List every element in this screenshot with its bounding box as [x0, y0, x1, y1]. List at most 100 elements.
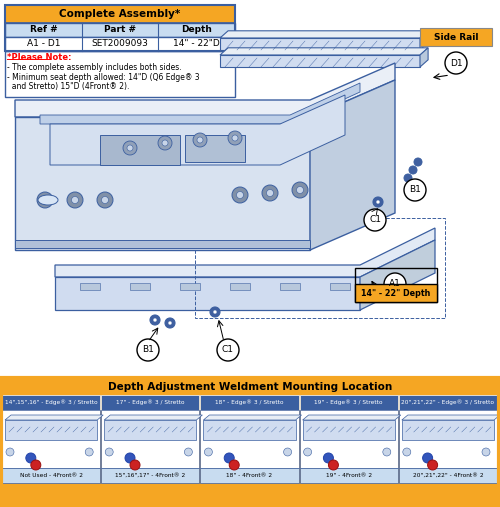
Text: Complete Assembly*: Complete Assembly*: [60, 9, 180, 19]
Circle shape: [409, 166, 417, 174]
Text: *Please Note:: *Please Note:: [7, 54, 71, 62]
Circle shape: [383, 448, 391, 456]
Circle shape: [85, 448, 93, 456]
Circle shape: [296, 187, 304, 194]
Bar: [5, 23, 235, 37]
Polygon shape: [302, 420, 395, 440]
Polygon shape: [204, 420, 296, 440]
Text: C1: C1: [369, 215, 381, 225]
Circle shape: [105, 448, 113, 456]
Polygon shape: [220, 38, 420, 50]
Text: A1 - D1: A1 - D1: [27, 40, 60, 49]
Circle shape: [26, 453, 36, 463]
Polygon shape: [5, 420, 97, 440]
Text: 14" - 22" Depth: 14" - 22" Depth: [362, 288, 430, 298]
Bar: [180, 283, 200, 290]
Circle shape: [364, 209, 386, 231]
Ellipse shape: [38, 195, 58, 205]
Circle shape: [376, 200, 380, 204]
Circle shape: [162, 140, 168, 146]
Polygon shape: [40, 83, 360, 124]
Text: 18" - Edge® 3 / Stretto: 18" - Edge® 3 / Stretto: [215, 400, 284, 405]
Bar: [80, 283, 100, 290]
Bar: [200, 468, 298, 483]
Circle shape: [130, 460, 140, 470]
Polygon shape: [104, 415, 202, 420]
Bar: [355, 284, 437, 302]
Text: 15",16",17" - 4Front® 2: 15",16",17" - 4Front® 2: [115, 473, 186, 478]
Polygon shape: [310, 80, 395, 250]
Bar: [130, 283, 150, 290]
Text: Side Rail: Side Rail: [434, 32, 478, 42]
Bar: [15, 240, 310, 248]
Circle shape: [304, 448, 312, 456]
Circle shape: [482, 448, 490, 456]
Circle shape: [232, 187, 248, 203]
Text: C1: C1: [222, 345, 234, 354]
Text: 19" - 4Front® 2: 19" - 4Front® 2: [326, 473, 372, 478]
Bar: [280, 283, 300, 290]
Circle shape: [229, 460, 239, 470]
Circle shape: [266, 190, 274, 197]
Bar: [5, 5, 235, 23]
Text: and Stretto) 15"D (4Front® 2).: and Stretto) 15"D (4Front® 2).: [7, 82, 130, 91]
Circle shape: [213, 310, 217, 314]
Bar: [300, 410, 398, 468]
Circle shape: [262, 185, 278, 201]
Circle shape: [165, 318, 175, 328]
Bar: [2, 410, 100, 468]
Bar: [200, 410, 298, 468]
Text: - Minimum seat depth allowed: 14"D (Q6 Edge® 3: - Minimum seat depth allowed: 14"D (Q6 E…: [7, 73, 200, 82]
Bar: [101, 468, 200, 483]
Circle shape: [384, 273, 406, 295]
Text: Depth: Depth: [181, 25, 212, 34]
Text: 20",21",22" - Edge® 3 / Stretto: 20",21",22" - Edge® 3 / Stretto: [402, 400, 494, 405]
Text: Part #: Part #: [104, 25, 136, 34]
Circle shape: [125, 453, 135, 463]
Text: 17" - Edge® 3 / Stretto: 17" - Edge® 3 / Stretto: [116, 400, 184, 405]
Bar: [2, 395, 100, 410]
Bar: [101, 410, 200, 468]
Bar: [5, 5, 235, 51]
Polygon shape: [15, 117, 310, 250]
Bar: [399, 410, 497, 468]
Circle shape: [414, 158, 422, 166]
Polygon shape: [402, 415, 500, 420]
Bar: [101, 395, 200, 410]
Polygon shape: [220, 55, 420, 67]
Text: 20",21",22" - 4Front® 2: 20",21",22" - 4Front® 2: [412, 473, 483, 478]
Circle shape: [422, 453, 432, 463]
Circle shape: [184, 448, 192, 456]
Circle shape: [224, 453, 234, 463]
Circle shape: [232, 135, 238, 141]
Circle shape: [204, 448, 212, 456]
Bar: [1, 378, 499, 507]
Circle shape: [72, 197, 78, 203]
Text: 18" - 4Front® 2: 18" - 4Front® 2: [226, 473, 272, 478]
Circle shape: [404, 179, 426, 201]
Circle shape: [428, 460, 438, 470]
Circle shape: [102, 197, 108, 203]
Circle shape: [158, 136, 172, 150]
Circle shape: [153, 318, 157, 322]
Circle shape: [197, 137, 203, 143]
Circle shape: [236, 192, 244, 199]
Polygon shape: [5, 415, 103, 420]
Polygon shape: [402, 420, 494, 440]
Polygon shape: [420, 48, 428, 67]
Text: B1: B1: [142, 345, 154, 354]
Text: A1: A1: [389, 279, 401, 288]
Circle shape: [31, 460, 41, 470]
Bar: [330, 283, 350, 290]
Circle shape: [292, 182, 308, 198]
Polygon shape: [15, 63, 395, 117]
Circle shape: [404, 174, 412, 182]
Bar: [185, 135, 245, 162]
Text: Not Used - 4Front® 2: Not Used - 4Front® 2: [20, 473, 82, 478]
Text: D1: D1: [450, 58, 462, 67]
Bar: [420, 28, 492, 46]
Bar: [300, 395, 398, 410]
Bar: [5, 51, 235, 97]
Polygon shape: [220, 48, 428, 55]
Bar: [355, 268, 437, 302]
